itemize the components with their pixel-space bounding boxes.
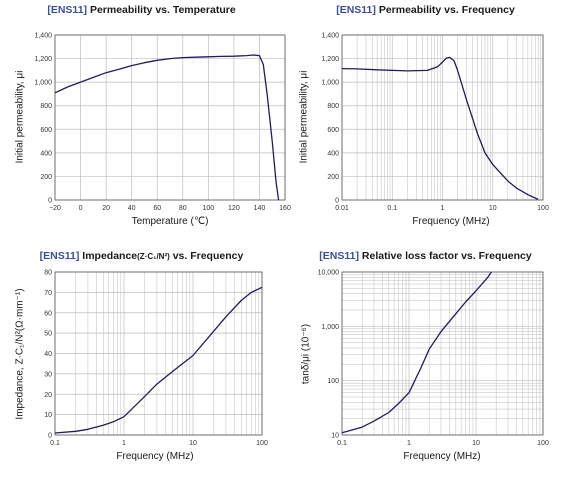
x-tick-label: 100 (537, 440, 549, 447)
y-tick-label: 20 (44, 392, 52, 399)
x-tick-label: 60 (153, 205, 161, 212)
chart-title-tag: [ENS11] (336, 4, 376, 16)
y-tick-label: 10,000 (318, 270, 340, 277)
x-tick-label: 0.01 (335, 205, 349, 212)
y-tick-label: 30 (44, 371, 52, 378)
plot-frame (54, 271, 263, 436)
chart-permeability-frequency: [ENS11] Permeability vs. Frequency Initi… (284, 0, 567, 240)
y-tick-label: 80 (44, 270, 52, 277)
x-tick-label: 0 (79, 205, 83, 212)
x-tick-label: 10 (189, 440, 197, 447)
chart-title-main: Permeability vs. Temperature (89, 4, 236, 16)
y-tick-label: 1,000 (34, 80, 52, 87)
x-axis-label: Frequency (MHz) (116, 451, 194, 462)
y-tick-label: 50 (44, 331, 52, 338)
chart-title: [ENS11] Relative loss factor vs. Frequen… (284, 250, 567, 262)
y-tick-label: 60 (44, 310, 52, 317)
y-tick-label: 1,400 (321, 33, 339, 40)
y-tick-label: 200 (327, 174, 339, 181)
y-tick-label: 70 (44, 290, 52, 297)
x-tick-label: 1 (407, 440, 411, 447)
y-tick-label: 10 (331, 433, 339, 440)
x-tick-label: 40 (128, 205, 136, 212)
y-tick-label: 1,000 (321, 324, 339, 331)
chart-title-tag: [ENS11] (47, 4, 88, 16)
plot-area: 0.1 1 10 100 10 100 1,000 10,000 (318, 270, 549, 448)
y-tick-label: 800 (327, 103, 339, 110)
y-tick-label: 1,200 (34, 56, 52, 63)
x-tick-label: 100 (537, 205, 549, 212)
x-tick-label: 10 (489, 205, 497, 212)
y-tick-label: 1,000 (321, 80, 339, 87)
series-line (54, 54, 280, 201)
y-tick-label: 100 (327, 378, 339, 385)
x-tick-label: −20 (49, 205, 61, 212)
y-tick-label: 40 (44, 351, 52, 358)
y-tick-label: 400 (40, 150, 52, 157)
y-tick-label: 0 (48, 433, 52, 440)
y-tick-label: 200 (40, 174, 52, 181)
chart-title: [ENS11] Permeability vs. Temperature (0, 4, 283, 16)
plot-frame (54, 34, 286, 201)
x-tick-label: 0.1 (387, 205, 397, 212)
series-line (341, 271, 492, 434)
x-tick-label: 160 (279, 205, 291, 212)
plot-area: 0.1 1 10 100 0 10 20 30 40 50 60 70 80 (44, 270, 268, 448)
x-tick-label: 10 (472, 440, 480, 447)
plot-frame (341, 271, 544, 436)
y-tick-label: 800 (40, 103, 52, 110)
chart-permeability-temperature: [ENS11] Permeability vs. Temperature Ini… (0, 0, 291, 240)
chart-title-main: Impedance (82, 250, 138, 262)
x-tick-label: 100 (202, 205, 214, 212)
series-line (54, 286, 263, 434)
chart-title: [ENS11] Impedance(Z·C₁/N²) vs. Frequency (0, 250, 283, 262)
chart-title-tail: vs. Frequency (169, 250, 244, 262)
y-tick-label: 0 (48, 198, 52, 205)
x-tick-label: 80 (179, 205, 187, 212)
chart-title-sub: (Z·C₁/N²) (137, 252, 170, 261)
x-tick-label: 120 (228, 205, 240, 212)
x-tick-label: 1 (441, 205, 445, 212)
x-tick-label: 140 (254, 205, 266, 212)
chart-title-main: Relative loss factor vs. Frequency (361, 250, 532, 262)
y-tick-label: 600 (40, 127, 52, 134)
x-axis-label: Temperature (℃) (131, 216, 209, 227)
chart-loss-factor-frequency: [ENS11] Relative loss factor vs. Frequen… (284, 240, 567, 480)
y-tick-label: 0 (335, 198, 339, 205)
y-tick-label: 1,400 (34, 33, 52, 40)
x-tick-label: 100 (256, 440, 268, 447)
plot-area: −20 0 20 40 60 80 100 120 140 16002004006008001,0… (34, 33, 290, 213)
x-axis-label: Frequency (MHz) (412, 216, 490, 227)
chart-title: [ENS11] Permeability vs. Frequency (284, 4, 567, 16)
y-tick-label: 10 (44, 412, 52, 419)
y-tick-label: 1,200 (321, 56, 339, 63)
chart-impedance-frequency: [ENS11] Impedance(Z·C₁/N²) vs. Frequency… (0, 240, 283, 480)
plot-frame (341, 34, 544, 201)
x-tick-label: 0.1 (337, 440, 347, 447)
x-tick-label: 0.1 (50, 440, 60, 447)
x-tick-label: 20 (102, 205, 110, 212)
plot-area: 0.01 0.1 1 10 100 0 200 400 600 800 1,000 1,200 1,40… (321, 33, 549, 213)
chart-title-tag: [ENS11] (319, 250, 359, 262)
series-line (341, 56, 539, 200)
y-tick-label: 600 (327, 127, 339, 134)
x-axis-label: Frequency (MHz) (403, 451, 481, 462)
chart-title-tag: [ENS11] (39, 250, 80, 262)
y-tick-label: 400 (327, 150, 339, 157)
chart-title-main: Permeability vs. Frequency (378, 4, 515, 16)
x-tick-label: 1 (122, 440, 126, 447)
